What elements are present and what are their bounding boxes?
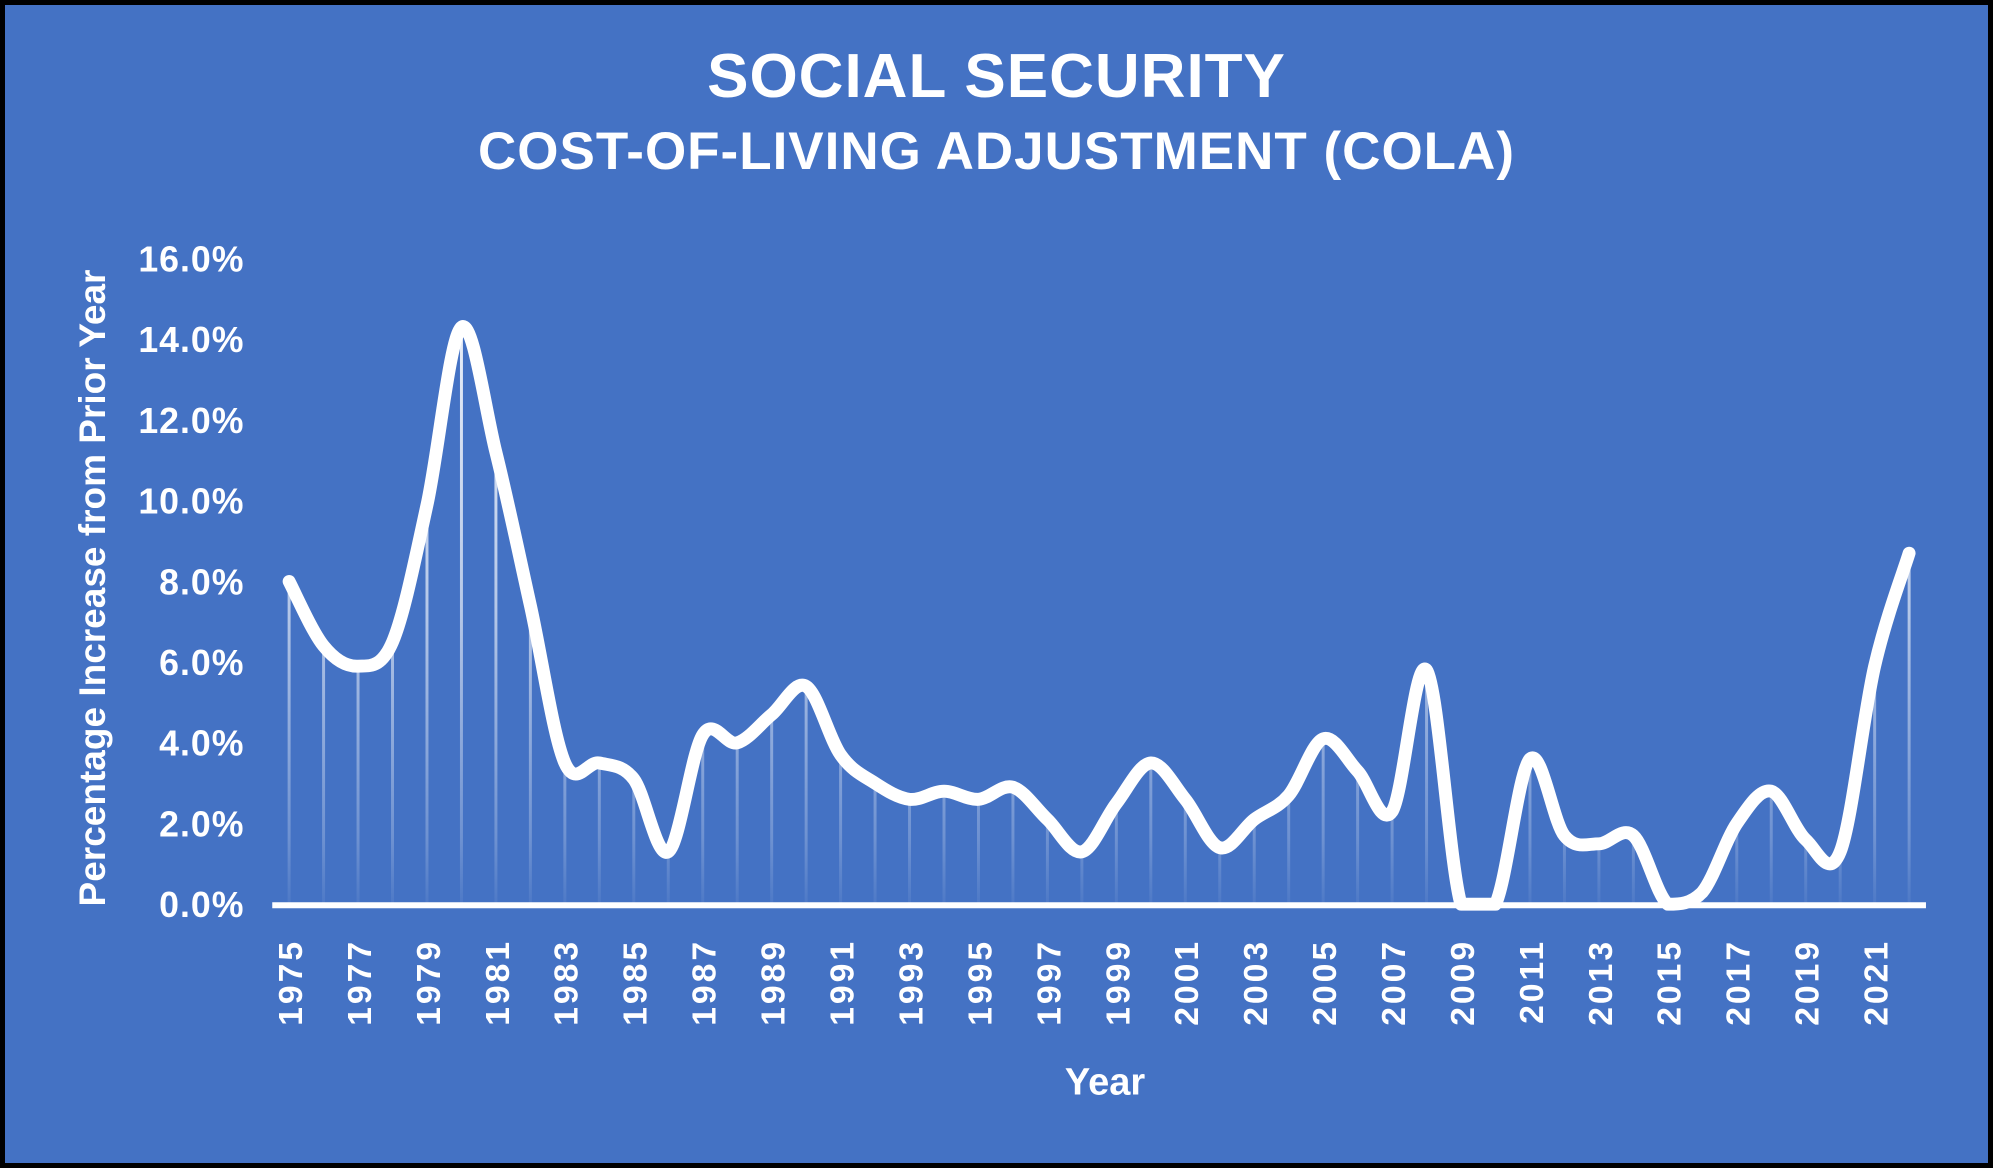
y-tick-label: 0.0%	[159, 885, 244, 925]
y-tick-label: 10.0%	[138, 482, 244, 522]
y-tick-label: 14.0%	[138, 320, 244, 360]
x-tick-label: 1981	[479, 939, 517, 1026]
x-tick-label: 2005	[1306, 939, 1344, 1026]
y-tick-label: 2.0%	[159, 804, 244, 844]
x-tick-label: 2011	[1513, 939, 1551, 1024]
x-tick-label: 2013	[1582, 939, 1620, 1026]
x-tick-label: 1995	[961, 939, 999, 1026]
drop-lines-group	[287, 331, 1911, 904]
x-tick-label: 2003	[1237, 939, 1275, 1026]
y-tick-label: 12.0%	[138, 401, 244, 441]
x-tick-label: 2007	[1375, 939, 1413, 1026]
x-tick-label: 1989	[755, 939, 793, 1026]
chart-title: SOCIAL SECURITY	[707, 42, 1286, 111]
y-tick-label: 8.0%	[159, 562, 244, 602]
x-tick-label: 1979	[410, 939, 448, 1026]
x-tick-label: 2015	[1651, 939, 1689, 1026]
data-line	[282, 320, 1916, 911]
x-tick-label: 1977	[341, 939, 379, 1026]
chart-subtitle: COST-OF-LIVING ADJUSTMENT (COLA)	[478, 122, 1515, 181]
x-tick-label: 1993	[892, 939, 930, 1026]
x-tick-label: 2001	[1168, 939, 1206, 1026]
x-tick-label: 1991	[824, 939, 862, 1026]
y-tick-label: 6.0%	[159, 643, 244, 683]
x-tick-label: 1985	[617, 939, 655, 1026]
x-tick-label: 1975	[272, 939, 310, 1026]
x-tick-labels: 1975 1977 1979 1981 1983 1985 1987 1989 1991 1993…	[272, 939, 1896, 1026]
line-chart-svg: 0.0% 2.0% 4.0% 6.0% 8.0% 10.0% 12.0% 14.0% 16.0%…	[138, 239, 1926, 1026]
x-tick-label: 2009	[1444, 939, 1482, 1026]
x-tick-label: 1999	[1099, 939, 1137, 1026]
x-tick-label: 2019	[1789, 939, 1827, 1026]
x-tick-label: 2021	[1858, 939, 1896, 1026]
y-tick-labels: 0.0% 2.0% 4.0% 6.0% 8.0% 10.0% 12.0% 14.0% 16.0%	[138, 239, 244, 925]
y-tick-label: 4.0%	[159, 724, 244, 764]
x-tick-label: 1987	[686, 939, 724, 1026]
x-tick-label: 2017	[1720, 939, 1758, 1026]
x-tick-label: 1983	[548, 939, 586, 1026]
y-tick-label: 16.0%	[138, 239, 244, 279]
x-tick-label: 1997	[1030, 939, 1068, 1026]
x-axis-title: Year	[1064, 1061, 1146, 1104]
